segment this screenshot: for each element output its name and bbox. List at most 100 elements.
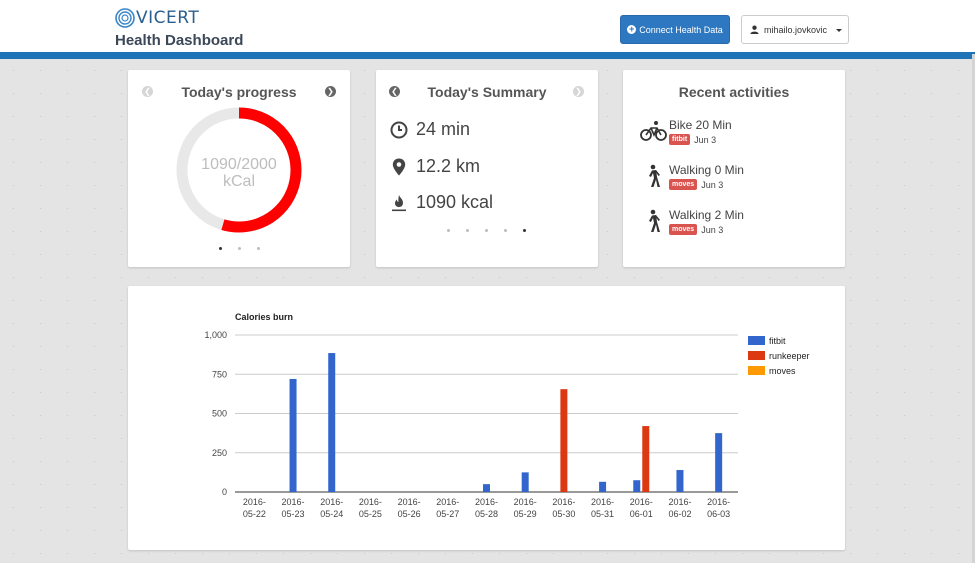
x-tick-label: 2016- — [359, 497, 382, 507]
legend-swatch-runkeeper — [748, 351, 765, 360]
pager-dot[interactable] — [504, 229, 507, 232]
activity-date: Jun 3 — [694, 134, 717, 145]
next-arrow-icon[interactable]: ❯ — [573, 86, 584, 97]
legend-label: moves — [769, 366, 796, 376]
source-badge: moves — [669, 224, 698, 235]
walking-icon — [639, 163, 667, 189]
y-tick-label: 250 — [212, 448, 227, 458]
summary-card: ❮ Today's Summary ❯ 24 min 12.2 km 1090 … — [376, 70, 598, 267]
activity-item[interactable]: Walking 2 Min moves Jun 3 — [639, 208, 744, 235]
activity-title: Walking 0 Min — [669, 163, 744, 177]
x-tick-label: 05-31 — [591, 509, 614, 519]
x-tick-label: 05-26 — [398, 509, 421, 519]
page-title: Health Dashboard — [115, 32, 244, 49]
y-tick-label: 750 — [212, 369, 227, 379]
summary-duration: 24 min — [416, 119, 471, 139]
summary-card-title: Today's Summary — [427, 84, 547, 100]
prev-arrow-icon[interactable]: ❮ — [389, 86, 400, 97]
pager-dot[interactable] — [219, 247, 222, 250]
source-badge: fitbit — [669, 134, 691, 145]
bar-runkeeper — [560, 389, 568, 492]
x-tick-label: 06-03 — [707, 509, 730, 519]
pager-dot[interactable] — [523, 229, 526, 232]
pager-dot[interactable] — [447, 229, 450, 232]
summary-duration-row: 24 min — [390, 119, 470, 140]
progress-unit: kCal — [222, 173, 255, 190]
x-tick-label: 2016- — [552, 497, 575, 507]
x-tick-label: 05-23 — [282, 509, 305, 519]
source-badge: moves — [669, 179, 698, 190]
connect-health-data-button[interactable]: + Connect Health Data — [620, 15, 730, 44]
progress-ring — [176, 107, 302, 233]
activities-card-title: Recent activities — [678, 84, 790, 100]
progress-ring-fill — [176, 107, 302, 233]
bar-fitbit — [676, 470, 684, 492]
chart-title: Calories burn — [235, 312, 294, 322]
calories-bar-chart: 0 250 500 750 1,000 2016- 05-22 2016- 05-23 2016-… — [204, 330, 810, 519]
user-name: mihailo.jovkovic — [764, 24, 828, 35]
bike-icon — [639, 118, 667, 144]
x-tick-label: 05-30 — [552, 509, 575, 519]
bar-fitbit — [599, 481, 607, 492]
x-tick-label: 2016- — [436, 497, 459, 507]
summary-distance: 12.2 km — [416, 156, 481, 176]
bar-runkeeper — [642, 426, 650, 492]
summary-distance-row: 12.2 km — [390, 156, 480, 177]
summary-energy-row: 1090 kcal — [390, 192, 493, 213]
legend-swatch-fitbit — [748, 336, 765, 345]
x-tick-label: 05-28 — [475, 509, 498, 519]
x-tick-label: 2016- — [243, 497, 266, 507]
bar-fitbit — [715, 433, 723, 492]
x-tick-label: 05-29 — [514, 509, 537, 519]
prev-arrow-icon[interactable]: ❮ — [142, 86, 153, 97]
pager-dot[interactable] — [466, 229, 469, 232]
map-marker-icon — [390, 158, 408, 176]
x-tick-label: 2016- — [707, 497, 730, 507]
legend-label: runkeeper — [769, 351, 810, 361]
logo-text: VICERT — [136, 8, 200, 28]
plus-circle-icon: + — [627, 24, 637, 34]
bar-fitbit — [328, 353, 336, 492]
logo-swirl-icon — [115, 8, 135, 28]
x-tick-label: 2016- — [668, 497, 691, 507]
bar-fitbit — [521, 472, 529, 492]
pager-dot[interactable] — [485, 229, 488, 232]
y-tick-label: 1,000 — [204, 330, 227, 340]
user-icon — [750, 25, 759, 34]
activity-item[interactable]: Bike 20 Min fitbit Jun 3 — [639, 118, 732, 145]
x-tick-label: 06-01 — [630, 509, 653, 519]
pager-dot[interactable] — [238, 247, 241, 250]
scrollbar[interactable] — [972, 54, 975, 563]
activities-card: Recent activities Bike 20 Min fitbit Jun… — [623, 70, 845, 267]
bar-fitbit — [289, 378, 297, 492]
progress-card-title: Today's progress — [181, 84, 297, 100]
chevron-down-icon — [836, 29, 842, 32]
next-arrow-icon[interactable]: ❯ — [325, 86, 336, 97]
y-tick-label: 500 — [212, 409, 227, 419]
flame-icon — [390, 194, 408, 212]
x-tick-label: 2016- — [320, 497, 343, 507]
vicert-logo[interactable]: VICERT — [115, 8, 243, 28]
x-tick-label: 2016- — [398, 497, 421, 507]
progress-value-text: 1090/2000 kCal — [128, 156, 350, 190]
legend-label: fitbit — [769, 336, 786, 346]
activity-title: Bike 20 Min — [669, 118, 732, 132]
x-tick-label: 2016- — [514, 497, 537, 507]
x-tick-label: 2016- — [630, 497, 653, 507]
bar-fitbit — [633, 480, 641, 492]
activity-item[interactable]: Walking 0 Min moves Jun 3 — [639, 163, 744, 190]
top-header: VICERT Health Dashboard + Connect Health… — [0, 0, 975, 54]
progress-value: 1090/2000 — [201, 156, 277, 173]
progress-pager — [219, 247, 276, 250]
walking-icon — [639, 208, 667, 234]
y-tick-label: 0 — [222, 487, 227, 497]
activity-date: Jun 3 — [701, 179, 724, 190]
pager-dot[interactable] — [257, 247, 260, 250]
summary-energy: 1090 kcal — [416, 192, 494, 212]
user-menu-dropdown[interactable]: mihailo.jovkovic — [741, 15, 849, 44]
x-tick-label: 05-22 — [243, 509, 266, 519]
activity-title: Walking 2 Min — [669, 208, 744, 222]
x-tick-label: 2016- — [591, 497, 614, 507]
x-tick-label: 06-02 — [668, 509, 691, 519]
header-accent-bar — [0, 52, 975, 59]
